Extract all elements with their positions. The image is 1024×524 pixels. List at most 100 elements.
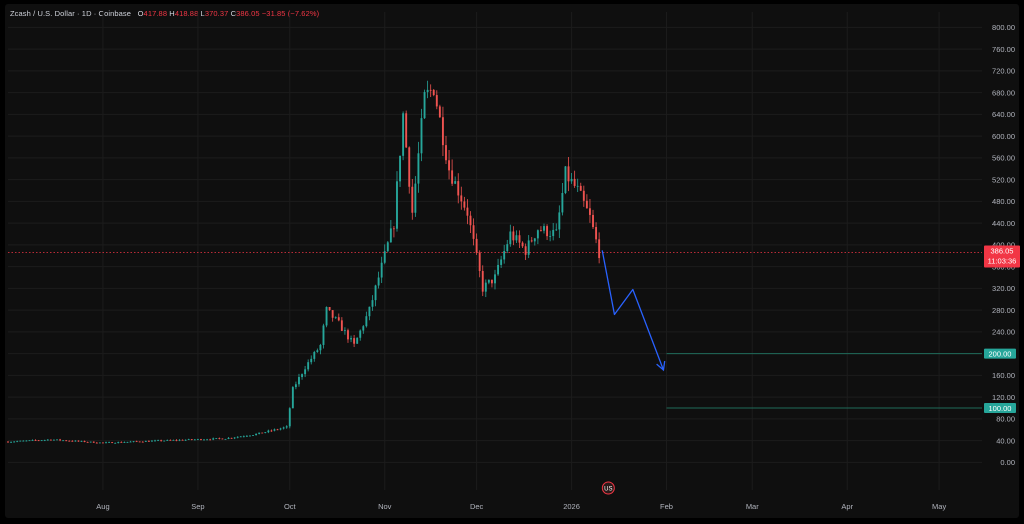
candle-body — [549, 236, 552, 237]
candle-body — [365, 316, 368, 327]
candle-body — [331, 310, 334, 318]
candle-body — [209, 439, 212, 441]
symbol-legend[interactable]: Zcash / U.S. Dollar · 1D · Coinbase O417… — [10, 9, 319, 18]
price-tick-label: 600.00 — [992, 132, 1015, 141]
time-axis[interactable]: Aug Sep Oct Nov Dec 2026 Feb Mar Apr May — [96, 502, 946, 511]
candlestick-series — [7, 80, 601, 444]
open-value: 417.88 — [143, 9, 168, 18]
candle-body — [304, 369, 307, 375]
candle-body — [310, 358, 313, 363]
price-tick-label: 80.00 — [996, 415, 1015, 424]
candle-body — [362, 326, 365, 331]
candle-body — [86, 441, 89, 443]
candle-body — [438, 106, 441, 118]
candle-body — [40, 440, 43, 442]
candle-body — [105, 442, 107, 444]
candle-body — [386, 242, 389, 252]
candle-body — [10, 441, 13, 443]
candle-body — [285, 426, 288, 428]
candle-body — [481, 270, 484, 292]
candle-body — [527, 240, 530, 255]
candle-body — [184, 439, 187, 441]
candle-body — [383, 251, 386, 263]
candle-body — [414, 183, 417, 213]
candle-body — [319, 344, 322, 351]
projection-arrow — [601, 250, 665, 371]
price-axis[interactable]: 800.00 760.00 720.00 680.00 640.00 600.00 560.… — [984, 23, 1020, 467]
candle-body — [22, 440, 25, 442]
candle-body — [589, 208, 591, 215]
candle-body — [592, 214, 594, 228]
candle-body — [178, 439, 181, 441]
candle-body — [518, 235, 521, 243]
candle-body — [316, 350, 319, 352]
candle-body — [31, 439, 34, 441]
candle-body — [242, 436, 245, 438]
candle-body — [469, 215, 472, 226]
candle-body — [463, 201, 466, 208]
candle-body — [187, 439, 190, 440]
candle-body — [102, 442, 104, 444]
candle-body — [255, 433, 258, 436]
candle-body — [426, 89, 429, 93]
candle-body — [533, 238, 536, 242]
candle-body — [172, 439, 175, 441]
candle-body — [423, 92, 426, 119]
candle-body — [249, 435, 251, 437]
candle-body — [399, 155, 401, 182]
price-tick-label: 320.00 — [992, 284, 1015, 293]
candle-body — [325, 307, 328, 326]
candle-body — [579, 185, 582, 191]
candle-body — [322, 325, 325, 345]
candle-body — [509, 231, 512, 245]
candle-body — [448, 160, 451, 171]
candle-body — [512, 231, 515, 241]
candle-body — [92, 441, 95, 443]
candle-body — [380, 262, 383, 278]
candle-body — [411, 186, 414, 213]
candle-body — [490, 279, 493, 284]
candle-body — [56, 439, 58, 441]
candle-body — [417, 153, 420, 184]
last-price-badge — [984, 245, 1020, 268]
candle-body — [135, 441, 138, 443]
candle-body — [95, 442, 98, 444]
close-value: 386.05 — [236, 9, 260, 18]
candle-body — [343, 330, 346, 332]
candle-body — [564, 166, 567, 193]
price-tick-label: 520.00 — [992, 175, 1015, 184]
candle-body — [37, 440, 40, 442]
time-tick-label: Mar — [746, 502, 759, 511]
price-tick-label: 640.00 — [992, 110, 1015, 119]
candle-body — [261, 432, 264, 434]
target-level-badge — [984, 348, 1016, 359]
candle-body — [236, 436, 239, 438]
price-tick-label: 120.00 — [992, 393, 1015, 402]
candle-body — [7, 441, 9, 443]
symbol-name[interactable]: Zcash / U.S. Dollar · 1D · Coinbase — [10, 9, 132, 18]
price-tick-label: 400.00 — [992, 241, 1015, 250]
candle-body — [500, 259, 503, 265]
candle-body — [151, 440, 153, 442]
candle-body — [472, 225, 475, 239]
economic-event-icon — [601, 481, 615, 495]
candle-body — [539, 230, 542, 232]
candle-body — [239, 436, 242, 438]
candle-body — [521, 242, 524, 247]
drawing-overlays[interactable]: US — [8, 250, 982, 495]
target-level-label: 200.00 — [989, 350, 1012, 359]
candle-body — [301, 374, 303, 378]
candle-body — [377, 277, 380, 286]
economic-event-label: US — [604, 487, 612, 493]
candle-body — [457, 181, 460, 196]
candle-body — [221, 438, 224, 440]
candle-body — [460, 195, 463, 202]
candle-body — [552, 229, 555, 237]
candle-body — [147, 440, 150, 442]
candle-body — [163, 440, 166, 442]
candle-body — [74, 440, 77, 442]
candle-body — [454, 181, 457, 184]
projection-arrowhead — [656, 360, 666, 372]
candle-body — [129, 441, 132, 443]
